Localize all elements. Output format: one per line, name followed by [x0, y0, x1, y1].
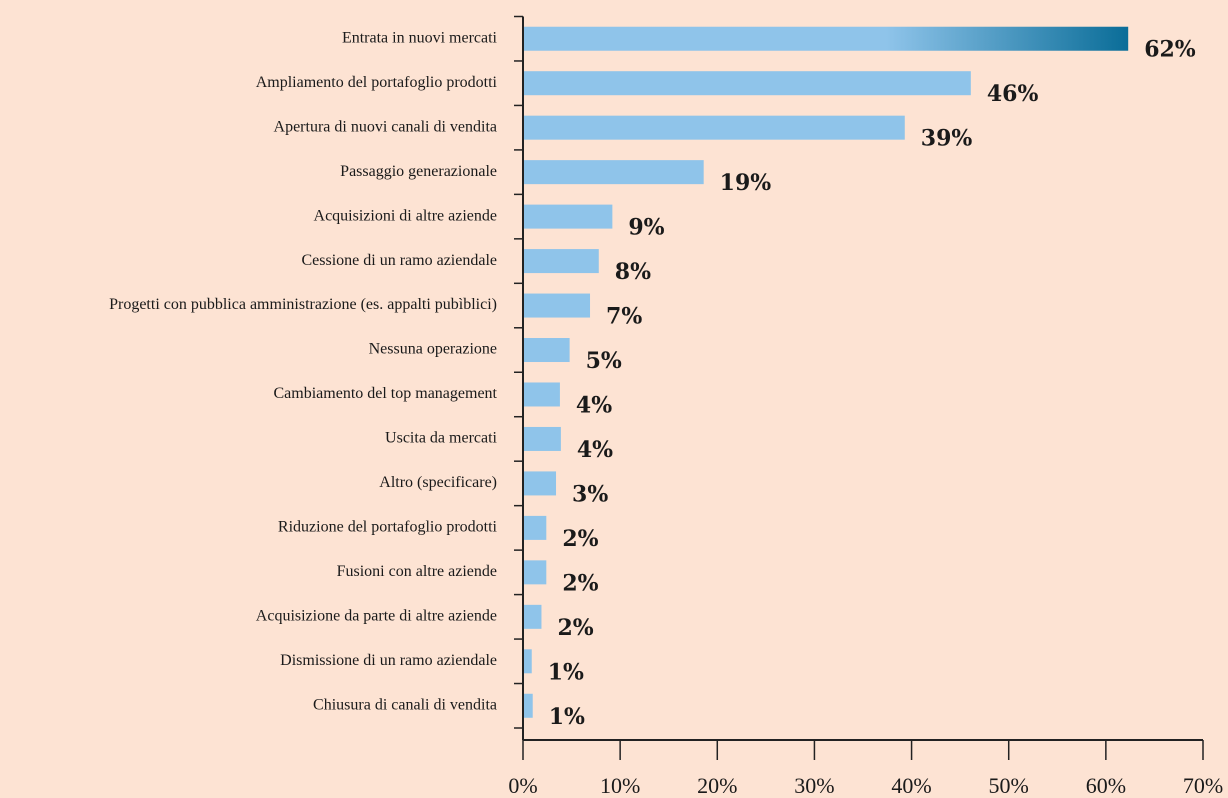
category-label: Entrata in nuovi mercati: [342, 29, 498, 46]
bar: [523, 382, 560, 407]
bar: [523, 115, 905, 140]
bar: [523, 693, 533, 718]
x-tick-label: 70%: [1183, 773, 1223, 798]
bar: [523, 426, 561, 451]
value-label: 1%: [549, 704, 585, 730]
category-label: Ampliamento del portafoglio prodotti: [256, 74, 498, 91]
category-label: Apertura di nuovi canali di vendita: [274, 118, 497, 135]
value-label: 9%: [628, 215, 664, 241]
category-label: Cambiamento del top management: [274, 385, 498, 402]
category-label: Acquisizioni di altre aziende: [314, 207, 497, 224]
x-tick-label: 50%: [989, 773, 1029, 798]
value-label: 4%: [577, 437, 613, 463]
category-label: Riduzione del portafoglio prodotti: [278, 519, 498, 536]
x-tick-label: 20%: [697, 773, 737, 798]
x-tick-label: 10%: [600, 773, 640, 798]
value-label: 19%: [720, 170, 772, 196]
category-label: Altro (specificare): [379, 474, 497, 491]
value-label: 2%: [562, 570, 598, 596]
value-label: 8%: [615, 259, 651, 285]
x-tick-label: 40%: [891, 773, 931, 798]
bar: [523, 249, 599, 274]
value-label: 4%: [576, 392, 612, 418]
bar: [523, 71, 971, 96]
category-label: Fusioni con altre aziende: [337, 563, 497, 580]
bar: [523, 338, 570, 363]
bar: [523, 604, 542, 629]
category-label: Cessione di un ramo aziendale: [302, 252, 498, 269]
bar: [523, 160, 704, 185]
category-label: Passaggio generazionale: [340, 163, 497, 180]
value-label: 3%: [572, 481, 608, 507]
bar: [523, 649, 532, 674]
bar: [523, 471, 557, 496]
category-label: Nessuna operazione: [369, 341, 497, 358]
value-label: 5%: [586, 348, 622, 374]
value-label: 62%: [1144, 37, 1196, 63]
category-label: Acquisizione da parte di altre aziende: [256, 608, 497, 625]
bar: [523, 293, 591, 318]
x-tick-label: 30%: [794, 773, 834, 798]
x-tick-label: 60%: [1086, 773, 1126, 798]
bar: [523, 204, 613, 229]
x-tick-label: 0%: [508, 773, 537, 798]
bar: [523, 515, 547, 540]
category-label: Dismissione di un ramo aziendale: [280, 652, 497, 669]
category-label: Progetti con pubblica amministrazione (e…: [109, 296, 497, 313]
value-label: 7%: [606, 304, 642, 330]
category-label: Chiusura di canali di vendita: [313, 696, 497, 713]
category-label: Uscita da mercati: [385, 430, 498, 447]
value-label: 1%: [548, 659, 584, 685]
bar: [523, 560, 547, 585]
value-label: 2%: [557, 615, 593, 641]
bar: [523, 26, 1129, 51]
value-label: 46%: [987, 81, 1039, 107]
value-label: 2%: [562, 526, 598, 552]
value-label: 39%: [921, 126, 973, 152]
